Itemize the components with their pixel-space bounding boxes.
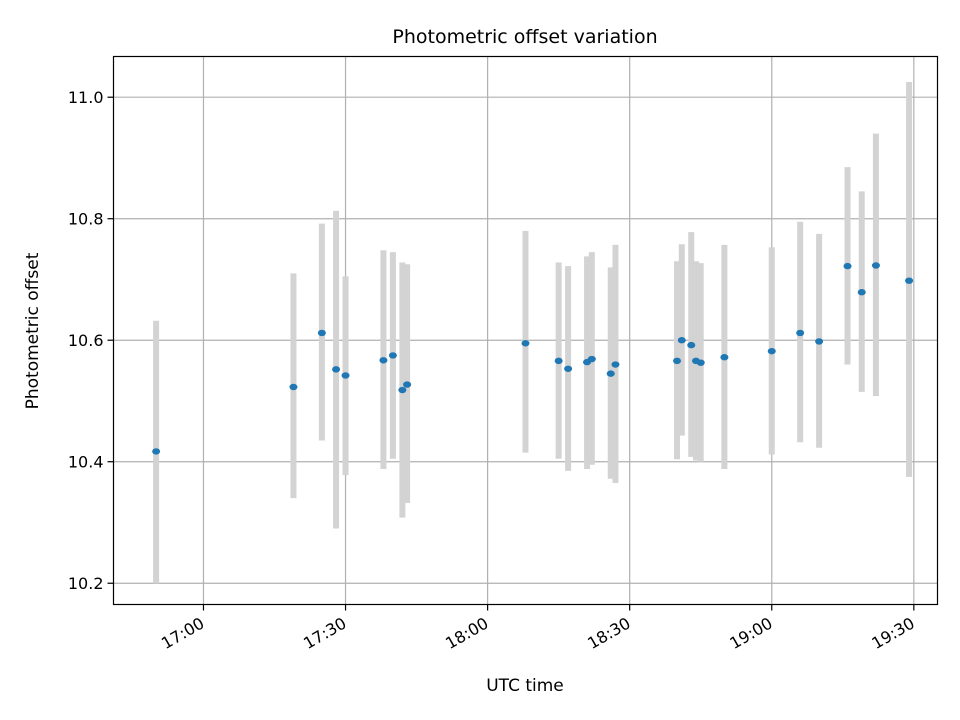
data-point bbox=[587, 355, 596, 363]
data-point bbox=[289, 383, 298, 391]
y-tick-label: 10.4 bbox=[68, 453, 104, 472]
data-point bbox=[720, 354, 729, 361]
data-point bbox=[152, 448, 161, 455]
data-points bbox=[152, 262, 914, 455]
data-point bbox=[332, 366, 341, 373]
y-tick-label: 10.2 bbox=[68, 574, 104, 593]
data-point bbox=[696, 359, 705, 366]
data-point bbox=[611, 361, 620, 368]
data-point bbox=[317, 329, 326, 337]
data-point bbox=[673, 357, 682, 365]
data-point bbox=[398, 386, 407, 394]
data-point bbox=[767, 347, 776, 355]
data-point bbox=[843, 262, 852, 270]
data-point bbox=[687, 341, 696, 349]
data-point bbox=[554, 357, 563, 365]
y-tick-label: 10.6 bbox=[68, 331, 104, 350]
chart-title: Photometric offset variation bbox=[392, 26, 657, 48]
data-point bbox=[403, 381, 412, 388]
data-point bbox=[796, 329, 805, 337]
data-point bbox=[341, 372, 350, 379]
y-axis: 10.2 10.4 10.6 10.8 11.0 bbox=[68, 88, 114, 593]
data-point bbox=[388, 352, 397, 359]
data-point bbox=[606, 370, 615, 377]
y-axis-title: Photometric offset bbox=[23, 252, 43, 409]
data-point bbox=[521, 340, 530, 347]
x-axis-title: UTC time bbox=[486, 676, 564, 696]
data-point bbox=[379, 357, 388, 364]
data-point bbox=[871, 262, 880, 269]
y-tick-label: 11.0 bbox=[68, 88, 104, 107]
data-point bbox=[677, 337, 686, 344]
y-tick-label: 10.8 bbox=[68, 210, 104, 229]
data-point bbox=[815, 338, 824, 345]
data-point bbox=[857, 289, 866, 296]
plot-frame bbox=[112, 55, 939, 606]
data-point bbox=[905, 277, 914, 284]
data-point bbox=[564, 365, 573, 372]
